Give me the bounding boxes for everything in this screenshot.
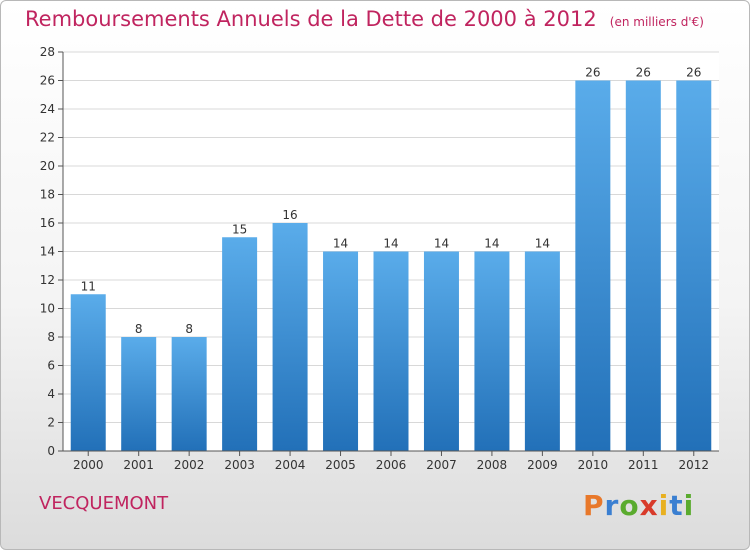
- x-tick-label: 2011: [628, 458, 659, 472]
- bar: [423, 251, 459, 451]
- brand-letter: x: [639, 489, 659, 522]
- y-tick-label: 26: [40, 74, 55, 88]
- data-label: 14: [383, 237, 398, 251]
- data-label: 8: [185, 322, 193, 336]
- bar: [474, 251, 510, 451]
- chart-subtitle: (en milliers d'€): [609, 15, 704, 29]
- x-tick-label: 2009: [527, 458, 558, 472]
- x-tick-label: 2002: [174, 458, 205, 472]
- brand-letter: P: [583, 489, 605, 522]
- y-tick-label: 22: [40, 131, 55, 145]
- y-tick-label: 8: [47, 330, 55, 344]
- chart-title: Remboursements Annuels de la Dette de 20…: [25, 7, 597, 31]
- data-label: 15: [232, 222, 247, 236]
- y-tick-label: 20: [40, 159, 55, 173]
- chart-title-block: Remboursements Annuels de la Dette de 20…: [25, 7, 704, 31]
- bar: [575, 80, 611, 451]
- brand-letter: i: [658, 489, 670, 522]
- data-label: 26: [686, 66, 701, 80]
- y-tick-label: 10: [40, 302, 55, 316]
- x-tick-label: 2003: [224, 458, 255, 472]
- x-tick-label: 2001: [123, 458, 154, 472]
- data-labels: 11 8 8 15 16 14 14 14 14 14 26 26 26: [81, 66, 702, 337]
- bar: [121, 337, 157, 451]
- proxiti-logo[interactable]: Proxiti: [583, 489, 694, 522]
- data-label: 14: [333, 237, 348, 251]
- x-axis: 2000 2001 2002 2003 2004 2005 2006 2007 2008 2009…: [63, 450, 719, 472]
- y-tick-label: 14: [40, 245, 55, 259]
- y-tick-label: 28: [40, 45, 55, 59]
- data-label: 11: [81, 279, 96, 293]
- x-tick-label: 2004: [275, 458, 306, 472]
- brand-letter: r: [604, 489, 620, 522]
- y-tick-label: 4: [47, 387, 55, 401]
- data-label: 8: [135, 322, 143, 336]
- bar: [323, 251, 359, 451]
- brand-letter: t: [669, 489, 684, 522]
- y-tick-label: 0: [47, 444, 55, 458]
- brand-letter: o: [619, 489, 640, 522]
- data-label: 26: [585, 66, 600, 80]
- x-tick-label: 2010: [578, 458, 609, 472]
- bar: [625, 80, 661, 451]
- bar: [373, 251, 409, 451]
- y-tick-label: 24: [40, 102, 55, 116]
- y-tick-label: 2: [47, 416, 55, 430]
- y-tick-label: 6: [47, 359, 55, 373]
- bar: [222, 237, 258, 451]
- brand-letter: i: [683, 489, 695, 522]
- x-tick-label: 2007: [426, 458, 457, 472]
- bar: [676, 80, 712, 451]
- x-tick-label: 2000: [73, 458, 104, 472]
- bar: [272, 223, 308, 451]
- data-label: 14: [535, 237, 550, 251]
- bar: [171, 337, 207, 451]
- bar: [524, 251, 560, 451]
- x-tick-label: 2008: [477, 458, 508, 472]
- bar: [70, 294, 106, 451]
- y-tick-label: 18: [40, 188, 55, 202]
- y-tick-label: 12: [40, 273, 55, 287]
- data-label: 14: [434, 237, 449, 251]
- y-tick-label: 16: [40, 216, 55, 230]
- town-name: VECQUEMONT: [39, 493, 169, 514]
- x-tick-label: 2012: [678, 458, 709, 472]
- x-tick-label: 2006: [376, 458, 407, 472]
- x-tick-label: 2005: [325, 458, 356, 472]
- bars: [70, 80, 712, 451]
- data-label: 26: [636, 66, 651, 80]
- data-label: 14: [484, 237, 499, 251]
- data-label: 16: [282, 208, 297, 222]
